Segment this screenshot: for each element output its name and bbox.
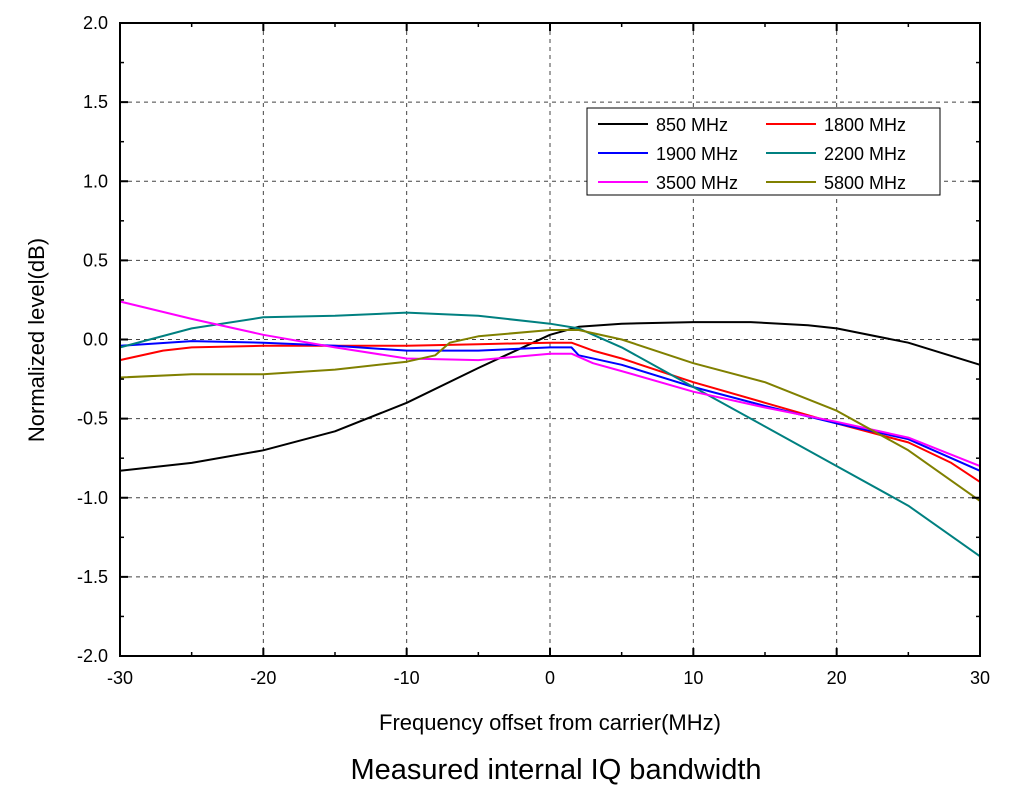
series-line-5800-mhz (119, 329, 981, 502)
y-tick-label: 0.5 (83, 250, 108, 270)
x-tick-label: -30 (107, 668, 133, 688)
x-tick-label: 30 (970, 668, 990, 688)
y-tick-label: -1.5 (77, 567, 108, 587)
x-tick-label: 20 (827, 668, 847, 688)
y-tick-labels: -2.0 -1.5 -1.0 -0.5 0.0 0.5 1.0 1.5 2.0 (77, 13, 108, 666)
y-tick-label: -1.0 (77, 488, 108, 508)
x-tick-label: -10 (394, 668, 420, 688)
series-line-1800-mhz (119, 341, 981, 483)
legend-label: 850 MHz (656, 115, 728, 135)
x-tick-label: 10 (683, 668, 703, 688)
y-tick-label: -0.5 (77, 409, 108, 429)
x-axis-label: Frequency offset from carrier(MHz) (379, 710, 721, 735)
y-tick-label: 1.5 (83, 92, 108, 112)
y-tick-label: 0.0 (83, 330, 108, 350)
legend-box (586, 107, 941, 196)
y-tick-label: 1.0 (83, 171, 108, 191)
legend-label: 1800 MHz (824, 115, 906, 135)
y-tick-label: -2.0 (77, 646, 108, 666)
legend-label: 5800 MHz (824, 173, 906, 193)
y-tick-label: 2.0 (83, 13, 108, 33)
series-lines (119, 300, 981, 558)
x-tick-label: 0 (545, 668, 555, 688)
legend-label: 3500 MHz (656, 173, 738, 193)
series-line-850-mhz (119, 321, 981, 472)
legend-label: 1900 MHz (656, 144, 738, 164)
series-line-2200-mhz (119, 311, 981, 558)
x-tick-labels: -30 -20 -10 0 10 20 30 (107, 668, 990, 688)
chart-title: Measured internal IQ bandwidth (350, 754, 761, 786)
legend: 850 MHz 1800 MHz 1900 MHz 2200 MHz 3500 MHz 5… (586, 107, 941, 196)
x-tick-label: -20 (250, 668, 276, 688)
legend-label: 2200 MHz (824, 144, 906, 164)
axis-ticks (119, 22, 981, 657)
series-line-3500-mhz (119, 300, 981, 468)
y-axis-label: Normalized level(dB) (24, 238, 49, 442)
